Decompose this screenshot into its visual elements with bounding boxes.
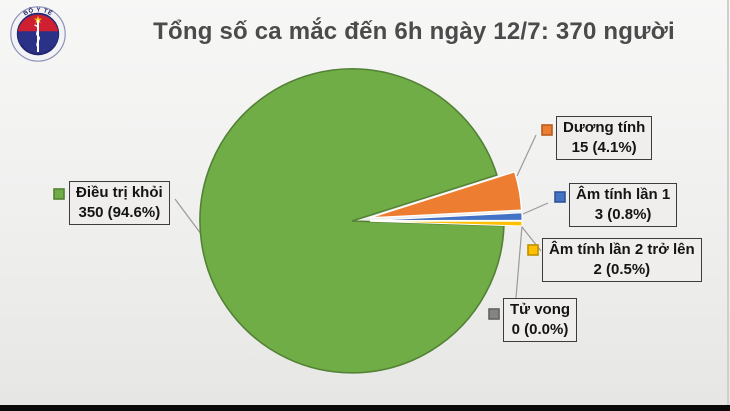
logo-star-icon (34, 15, 42, 24)
legend-marker-dieu-tri-khoi (53, 188, 65, 200)
logo-staff-snake-icon (34, 20, 40, 52)
logo-top-text: BỘ Y TẾ (23, 6, 54, 17)
data-label-value: 0 (0.0%) (511, 321, 569, 338)
data-label-am-tinh-lan-1: Âm tính lần 1 3 (0.8%) (569, 183, 678, 227)
legend-marker-duong-tinh (541, 124, 553, 136)
frame-bottom-bar (0, 405, 730, 411)
data-label-dieu-tri-khoi: Điều trị khỏi 350 (94.6%) (69, 181, 170, 225)
data-label-name: Tử vong (510, 301, 571, 318)
frame-right-edge (727, 0, 729, 405)
data-label-name: Dương tính (563, 119, 646, 136)
data-label-value: 2 (0.5%) (593, 261, 651, 278)
legend-marker-tu-vong (488, 308, 500, 320)
data-label-value: 15 (4.1%) (571, 139, 637, 156)
data-label-duong-tinh: Dương tính 15 (4.1%) (556, 116, 653, 160)
data-label-name: Điều trị khỏi (76, 184, 163, 201)
pie-slice-duong-tinh (369, 170, 523, 219)
chart-title: Tổng số ca mắc đến 6h ngày 12/7: 370 ngư… (153, 18, 675, 45)
data-label-name: Âm tính lần 1 (576, 186, 671, 203)
legend-marker-am-tinh-lan-1 (554, 191, 566, 203)
legend-marker-am-tinh-lan-2 (527, 244, 539, 256)
leader-line-tu-vong (515, 225, 523, 299)
leader-line-duong-tinh (516, 134, 537, 177)
data-label-value: 350 (94.6%) (78, 204, 161, 221)
ministry-of-health-logo: BỘ Y TẾ MINISTRY OF HEALTH (10, 6, 66, 62)
leader-line-am-tinh-lan-1 (522, 202, 549, 215)
data-label-value: 3 (0.8%) (594, 206, 652, 223)
data-label-name: Âm tính lần 2 trở lên (549, 241, 695, 258)
pie-slice-dieu-tri-khoi (199, 68, 505, 374)
data-label-am-tinh-lan-2: Âm tính lần 2 trở lên 2 (0.5%) (542, 238, 702, 282)
pie-slice-am-tinh-lan-1 (369, 212, 523, 221)
data-label-tu-vong: Tử vong 0 (0.0%) (503, 298, 578, 342)
pie-slice-am-tinh-lan-2 (369, 220, 523, 227)
